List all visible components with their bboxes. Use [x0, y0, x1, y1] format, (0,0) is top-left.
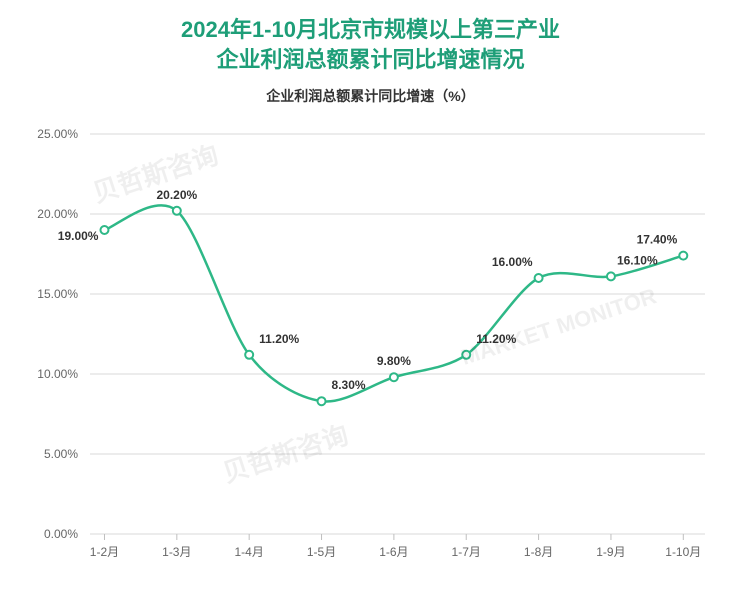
x-tick-label: 1-3月: [162, 545, 191, 559]
data-marker: [390, 374, 398, 382]
line-chart-svg: 0.00% 5.00% 10.00% 15.00% 20.00% 25.00% 1-2月 1-…: [20, 114, 720, 574]
data-label: 11.20%: [259, 332, 299, 346]
data-line: [104, 206, 683, 402]
data-marker: [535, 274, 543, 282]
x-tick-label: 1-9月: [596, 545, 625, 559]
x-tick-label: 1-8月: [524, 545, 553, 559]
x-tick-label: 1-6月: [379, 545, 408, 559]
y-tick-label: 20.00%: [37, 207, 78, 221]
data-label: 20.20%: [156, 188, 197, 202]
x-tick-label: 1-5月: [307, 545, 336, 559]
y-tick-label: 10.00%: [37, 367, 78, 381]
data-label: 16.00%: [492, 255, 533, 269]
data-marker: [318, 398, 326, 406]
data-label: 11.20%: [476, 332, 516, 346]
y-tick-label: 25.00%: [37, 127, 78, 141]
chart-title-line2: 企业利润总额累计同比增速情况: [20, 45, 721, 75]
data-marker: [100, 226, 108, 234]
data-label: 19.00%: [58, 229, 99, 243]
data-marker: [462, 351, 470, 359]
chart-container: 2024年1-10月北京市规模以上第三产业 企业利润总额累计同比增速情况 企业利…: [0, 0, 741, 597]
x-tick-label: 1-2月: [90, 545, 119, 559]
y-tick-label: 15.00%: [37, 287, 78, 301]
chart-subtitle: 企业利润总额累计同比增速（%）: [20, 86, 721, 106]
data-marker: [245, 351, 253, 359]
y-tick-label: 5.00%: [44, 447, 78, 461]
chart-title-line1: 2024年1-10月北京市规模以上第三产业: [20, 15, 721, 45]
chart-title: 2024年1-10月北京市规模以上第三产业 企业利润总额累计同比增速情况: [20, 15, 721, 74]
data-marker: [607, 273, 615, 281]
data-marker: [173, 207, 181, 215]
x-tick-label: 1-7月: [452, 545, 481, 559]
x-tick-label: 1-4月: [234, 545, 263, 559]
plot-area: 贝哲斯咨询 MARKET MONITOR 贝哲斯咨询 0.00%5.00%10.…: [20, 114, 721, 574]
data-marker: [679, 252, 687, 260]
y-tick-label: 0.00%: [44, 527, 78, 541]
x-tick-label: 1-10月: [665, 545, 701, 559]
data-label: 17.40%: [637, 233, 678, 247]
data-label: 16.10%: [617, 254, 658, 268]
data-label: 8.30%: [332, 379, 366, 393]
data-label: 9.80%: [377, 355, 411, 369]
